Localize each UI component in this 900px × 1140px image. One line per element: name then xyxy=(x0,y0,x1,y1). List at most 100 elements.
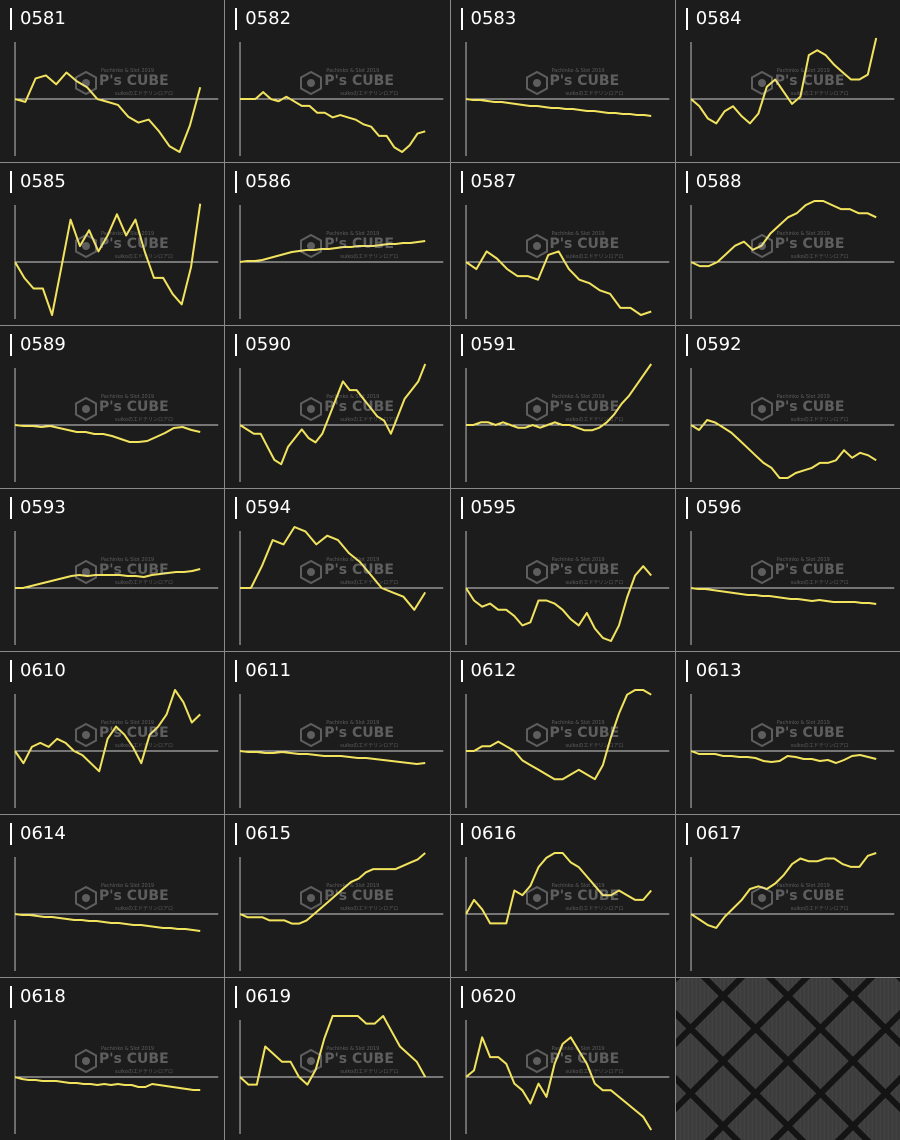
chart-svg xyxy=(239,1015,444,1134)
chart-svg xyxy=(239,205,444,319)
series-line xyxy=(14,71,202,153)
chart-panel[interactable]: Pachinko & Slot 2019 P's CUBE suikoの工ドテリンロ… xyxy=(450,0,675,162)
chart-panel[interactable]: Pachinko & Slot 2019 P's CUBE suikoの工ドテリンロ… xyxy=(225,0,450,162)
series-line xyxy=(464,250,652,316)
chart-panel[interactable]: Pachinko & Slot 2019 P's CUBE suikoの工ドテリンロ… xyxy=(450,489,675,651)
chart-svg xyxy=(464,1020,669,1134)
chart-svg xyxy=(14,368,219,482)
chart-panel[interactable]: Pachinko & Slot 2019 P's CUBE suikoの工ドテリンロ… xyxy=(450,815,675,977)
chart-panel[interactable]: Pachinko & Slot 2019 P's CUBE suikoの工ドテリンロ… xyxy=(0,815,225,977)
series-line xyxy=(690,37,877,125)
chart-title: 0589 xyxy=(10,334,66,356)
series-line xyxy=(464,1036,652,1131)
chart-title: 0617 xyxy=(685,823,742,845)
chart-panel[interactable]: Pachinko & Slot 2019 P's CUBE suikoの工ドテリンロ… xyxy=(0,163,225,325)
series-line xyxy=(465,689,652,781)
chart-panel[interactable]: Pachinko & Slot 2019 P's CUBE suikoの工ドテリンロ… xyxy=(675,0,900,162)
chart-title: 0595 xyxy=(460,497,516,519)
chart-svg xyxy=(690,200,894,319)
chart-title: 0596 xyxy=(685,497,742,519)
chart-panel[interactable]: Pachinko & Slot 2019 P's CUBE suikoの工ドテリンロ… xyxy=(0,326,225,488)
series-line xyxy=(465,363,652,432)
chart-panel[interactable]: Pachinko & Slot 2019 P's CUBE suikoの工ドテリンロ… xyxy=(225,652,450,814)
chart-svg xyxy=(239,42,444,156)
chart-title: 0583 xyxy=(460,8,516,30)
chart-svg xyxy=(239,694,444,808)
chart-svg xyxy=(690,531,894,645)
chart-panel[interactable]: Pachinko & Slot 2019 P's CUBE suikoの工ドテリンロ… xyxy=(0,978,225,1140)
chart-svg xyxy=(690,368,894,482)
chart-panel[interactable]: Pachinko & Slot 2019 P's CUBE suikoの工ドテリンロ… xyxy=(675,163,900,325)
series-line xyxy=(240,526,427,611)
series-line xyxy=(239,852,427,925)
series-line xyxy=(240,240,426,263)
series-line xyxy=(690,200,877,268)
series-line xyxy=(690,587,877,605)
series-line xyxy=(240,91,426,153)
series-line xyxy=(14,424,201,443)
chart-title: 0590 xyxy=(235,334,291,356)
chart-title: 0614 xyxy=(10,823,66,845)
chart-svg xyxy=(690,852,894,971)
chart-title: 0618 xyxy=(10,986,66,1008)
chart-svg xyxy=(239,852,444,971)
chart-panel[interactable]: Pachinko & Slot 2019 P's CUBE suikoの工ドテリンロ… xyxy=(225,978,450,1140)
chart-panel[interactable]: Pachinko & Slot 2019 P's CUBE suikoの工ドテリンロ… xyxy=(0,489,225,651)
chart-title: 0582 xyxy=(235,8,291,30)
chart-svg xyxy=(239,526,444,645)
chart-panel[interactable]: Pachinko & Slot 2019 P's CUBE suikoの工ドテリンロ… xyxy=(0,652,225,814)
chart-panel[interactable]: Pachinko & Slot 2019 P's CUBE suikoの工ドテリンロ… xyxy=(450,978,675,1140)
chart-svg xyxy=(465,42,669,156)
chart-panel[interactable]: Pachinko & Slot 2019 P's CUBE suikoの工ドテリンロ… xyxy=(675,815,900,977)
chart-panel[interactable]: Pachinko & Slot 2019 P's CUBE suikoの工ドテリンロ… xyxy=(0,0,225,162)
chart-panel[interactable]: Pachinko & Slot 2019 P's CUBE suikoの工ドテリンロ… xyxy=(675,326,900,488)
series-line xyxy=(14,203,202,316)
chart-panel[interactable]: Pachinko & Slot 2019 P's CUBE suikoの工ドテリンロ… xyxy=(675,489,900,651)
chart-title: 0581 xyxy=(10,8,66,30)
chart-svg xyxy=(239,363,444,482)
chart-panel[interactable]: Pachinko & Slot 2019 P's CUBE suikoの工ドテリンロ… xyxy=(675,652,900,814)
series-line xyxy=(464,852,652,925)
chart-panel[interactable]: Pachinko & Slot 2019 P's CUBE suikoの工ドテリンロ… xyxy=(225,163,450,325)
chart-title: 0612 xyxy=(460,660,516,682)
chart-svg xyxy=(465,363,669,482)
chart-title: 0620 xyxy=(460,986,516,1008)
chart-title: 0588 xyxy=(685,171,742,193)
chart-panel[interactable]: Pachinko & Slot 2019 P's CUBE suikoの工ドテリンロ… xyxy=(450,652,675,814)
chart-svg xyxy=(14,531,219,645)
chart-title: 0616 xyxy=(460,823,516,845)
chart-panel[interactable]: Pachinko & Slot 2019 P's CUBE suikoの工ドテリンロ… xyxy=(450,163,675,325)
chart-title: 0586 xyxy=(235,171,291,193)
chart-svg xyxy=(14,857,219,971)
chart-panel[interactable]: Pachinko & Slot 2019 P's CUBE suikoの工ドテリンロ… xyxy=(450,326,675,488)
chart-panel[interactable]: Pachinko & Slot 2019 P's CUBE suikoの工ドテリンロ… xyxy=(225,326,450,488)
chart-title: 0615 xyxy=(235,823,291,845)
chart-title: 0610 xyxy=(10,660,66,682)
chart-title: 0619 xyxy=(235,986,291,1008)
chart-svg xyxy=(14,689,219,808)
series-line xyxy=(465,98,651,117)
series-line xyxy=(14,913,201,932)
chart-panel[interactable]: Pachinko & Slot 2019 P's CUBE suikoの工ドテリンロ… xyxy=(225,489,450,651)
chart-title: 0591 xyxy=(460,334,516,356)
series-line xyxy=(239,363,427,466)
chart-svg xyxy=(464,852,669,971)
chart-title: 0613 xyxy=(685,660,742,682)
chart-title: 0611 xyxy=(235,660,291,682)
series-line xyxy=(14,1076,201,1091)
chart-svg xyxy=(690,37,894,156)
series-line xyxy=(464,565,652,642)
chart-title: 0587 xyxy=(460,171,516,193)
chart-svg xyxy=(465,689,669,808)
chart-svg xyxy=(690,694,894,808)
chart-title: 0594 xyxy=(235,497,291,519)
series-line xyxy=(690,419,877,479)
chart-title: 0584 xyxy=(685,8,742,30)
chart-panel[interactable]: Pachinko & Slot 2019 P's CUBE suikoの工ドテリンロ… xyxy=(225,815,450,977)
chart-svg xyxy=(14,203,219,319)
decorative-pattern-tile xyxy=(675,978,900,1140)
chart-svg xyxy=(464,205,669,319)
series-line xyxy=(240,750,426,765)
chart-svg xyxy=(14,1020,219,1134)
